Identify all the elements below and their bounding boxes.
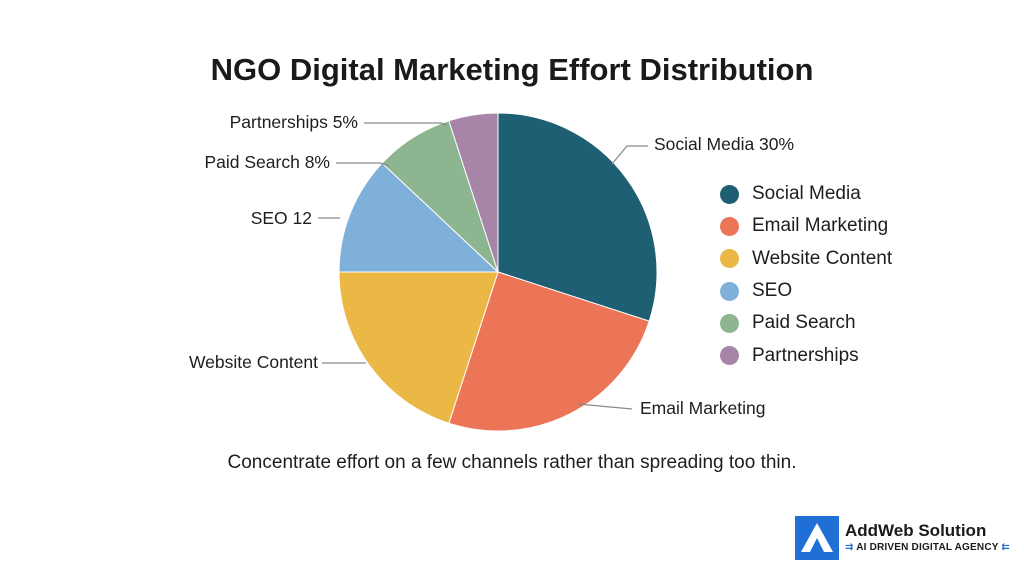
slice-label: Social Media 30% (654, 134, 794, 154)
legend-item-partnerships: Partnerships (720, 339, 892, 371)
leader-line (611, 145, 648, 165)
legend-item-seo: SEO (720, 275, 892, 307)
leader-line (336, 162, 390, 167)
chart-title: NGO Digital Marketing Effort Distributio… (210, 52, 814, 87)
pie-slice-social-media (497, 112, 658, 322)
chart-footnote: Concentrate effort on a few channels rat… (227, 452, 797, 473)
slice-label: Email Marketing (640, 398, 765, 418)
legend-label: Social Media (752, 183, 861, 205)
pie-slice-seo (338, 162, 500, 273)
pie-slice-website-content (338, 271, 499, 424)
arrow-left-icon: ⇇ (1001, 542, 1011, 553)
legend-item-website-content: Website Content (720, 243, 892, 275)
chart-legend: Social Media Email Marketing Website Con… (720, 178, 892, 372)
brand-badge: AddWeb Solution ⇉ AI DRIVEN DIGITAL AGEN… (795, 516, 1010, 560)
slice-label: Website Content (189, 352, 318, 372)
brand-logo-icon (795, 516, 839, 560)
legend-label: Paid Search (752, 312, 856, 334)
legend-label: SEO (752, 280, 793, 302)
brand-name: AddWeb Solution (845, 521, 987, 540)
legend-label: Partnerships (752, 344, 859, 366)
brand-tagline-text: AI DRIVEN DIGITAL AGENCY (856, 542, 999, 553)
arrow-right-icon: ⇉ (845, 542, 854, 553)
legend-swatch (720, 313, 739, 333)
slice-label: Partnerships 5% (230, 112, 358, 132)
leader-line (364, 122, 448, 126)
brand-tagline: ⇉ AI DRIVEN DIGITAL AGENCY ⇇ (845, 541, 1010, 555)
slice-label: SEO 12 (251, 208, 312, 228)
pie-slice-partnerships (448, 112, 499, 273)
legend-item-paid-search: Paid Search (720, 307, 892, 339)
legend-swatch (720, 216, 739, 236)
legend-swatch (720, 281, 739, 301)
legend-swatch (720, 249, 739, 269)
legend-item-social-media: Social Media (720, 178, 892, 210)
legend-item-email-marketing: Email Marketing (720, 210, 892, 242)
legend-swatch (720, 346, 739, 366)
legend-label: Email Marketing (752, 215, 889, 237)
leader-line (577, 403, 633, 410)
legend-label: Website Content (752, 247, 893, 269)
legend-swatch (720, 184, 739, 204)
slice-label: Paid Search 8% (205, 152, 331, 172)
pie-slice-email-marketing (448, 271, 650, 432)
